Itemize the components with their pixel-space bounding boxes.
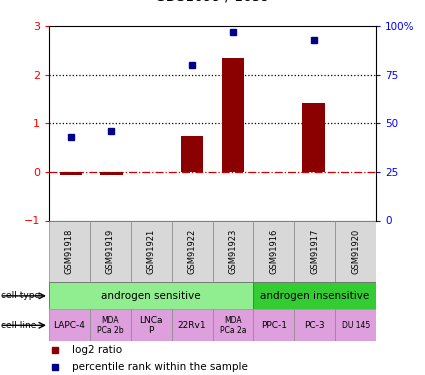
- Text: GSM91917: GSM91917: [310, 229, 319, 274]
- Bar: [49, 220, 90, 282]
- Text: GSM91920: GSM91920: [351, 229, 360, 274]
- Bar: [181, 135, 204, 172]
- Text: percentile rank within the sample: percentile rank within the sample: [72, 362, 248, 372]
- Text: GSM91919: GSM91919: [106, 229, 115, 274]
- Text: GSM91923: GSM91923: [229, 229, 238, 274]
- Text: log2 ratio: log2 ratio: [72, 345, 122, 355]
- Bar: [100, 172, 122, 176]
- Bar: [131, 220, 172, 282]
- Text: cell line: cell line: [1, 321, 36, 330]
- Text: GSM91922: GSM91922: [187, 229, 196, 274]
- Bar: [335, 309, 376, 341]
- Bar: [221, 58, 244, 172]
- Text: GSM91916: GSM91916: [269, 229, 278, 274]
- Text: GSM91918: GSM91918: [65, 229, 74, 274]
- Text: cell type: cell type: [1, 291, 40, 300]
- Bar: [131, 309, 172, 341]
- Bar: [335, 220, 376, 282]
- Text: PC-3: PC-3: [304, 321, 325, 330]
- Text: LAPC-4: LAPC-4: [54, 321, 85, 330]
- Text: androgen sensitive: androgen sensitive: [101, 291, 201, 301]
- Bar: [294, 309, 335, 341]
- Bar: [172, 309, 212, 341]
- Bar: [49, 309, 90, 341]
- Bar: [212, 309, 253, 341]
- Text: MDA
PCa 2b: MDA PCa 2b: [97, 316, 124, 335]
- Text: GDS1699 / 1639: GDS1699 / 1639: [155, 0, 270, 4]
- Text: DU 145: DU 145: [342, 321, 370, 330]
- Text: GSM91921: GSM91921: [147, 229, 156, 274]
- Bar: [253, 220, 294, 282]
- Bar: [60, 172, 82, 176]
- Text: PPC-1: PPC-1: [261, 321, 287, 330]
- Text: androgen insensitive: androgen insensitive: [260, 291, 369, 301]
- Bar: [49, 282, 253, 309]
- Text: LNCa
P: LNCa P: [139, 316, 163, 335]
- Text: MDA
PCa 2a: MDA PCa 2a: [220, 316, 246, 335]
- Bar: [303, 103, 325, 172]
- Bar: [90, 309, 131, 341]
- Bar: [253, 309, 294, 341]
- Bar: [172, 220, 212, 282]
- Bar: [212, 220, 253, 282]
- Bar: [253, 282, 376, 309]
- Bar: [294, 220, 335, 282]
- Text: 22Rv1: 22Rv1: [178, 321, 207, 330]
- Bar: [90, 220, 131, 282]
